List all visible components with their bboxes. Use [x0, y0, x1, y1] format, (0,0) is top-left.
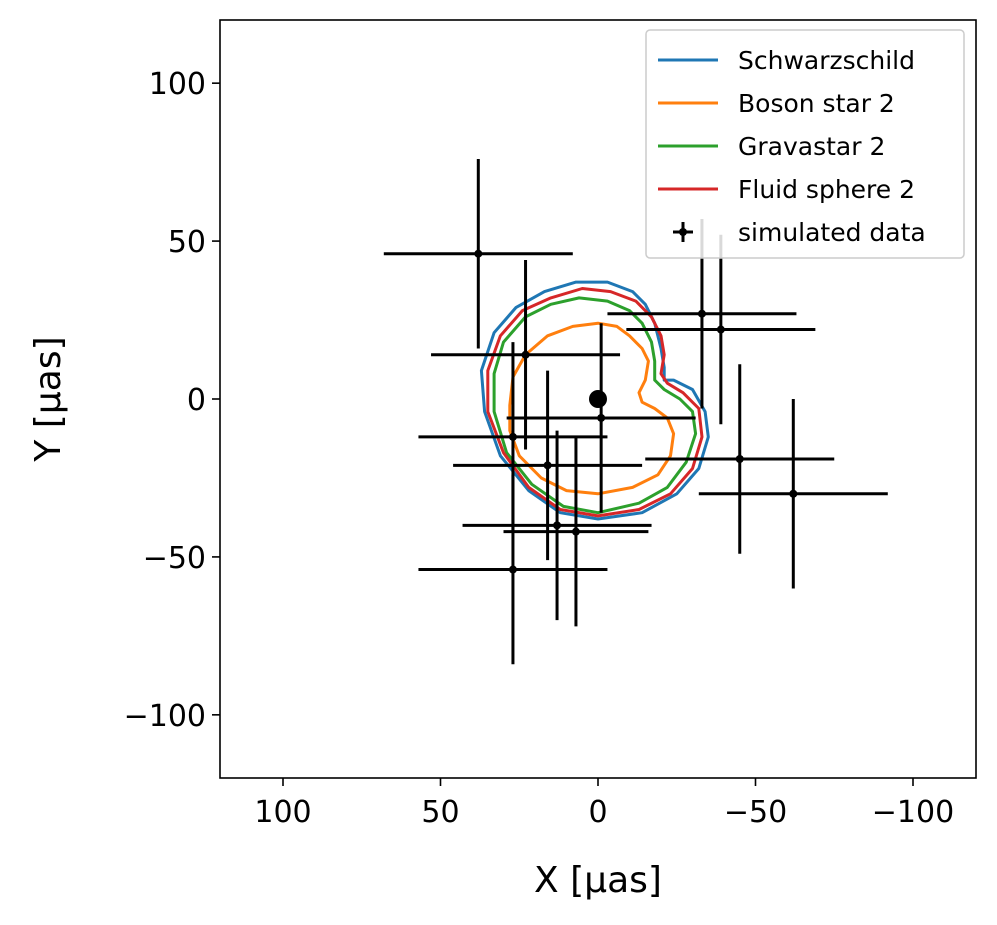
- x-axis-label: X [μas]: [534, 860, 662, 901]
- data-point: [418, 474, 608, 665]
- data-point-marker: [716, 325, 725, 334]
- y-tick-label: −100: [124, 699, 206, 734]
- data-layer: [383, 158, 888, 665]
- data-point: [645, 364, 835, 554]
- legend-label: Boson star 2: [738, 89, 895, 118]
- y-axis-label: Y [μas]: [28, 336, 69, 462]
- x-tick-label: −100: [872, 795, 954, 830]
- contour-layer: [479, 280, 710, 521]
- data-point: [506, 323, 696, 513]
- curve-boson-star-2: [508, 321, 676, 496]
- data-point-marker: [735, 455, 744, 464]
- data-point: [698, 399, 888, 589]
- curve-schwarzschild: [479, 280, 710, 521]
- x-tick-label: 0: [588, 795, 607, 830]
- data-point-marker: [508, 432, 517, 441]
- legend-label: simulated data: [738, 218, 926, 247]
- legend: Schwarzschild Boson star 2 Gravastar 2 Flui…: [645, 29, 965, 259]
- legend-label: Fluid sphere 2: [738, 175, 915, 204]
- legend-label: Schwarzschild: [738, 46, 915, 75]
- data-point: [383, 158, 573, 349]
- curve-fluid-sphere-2: [486, 287, 704, 518]
- legend-item: Boson star 2: [658, 89, 895, 118]
- x-tick-label: 50: [421, 795, 459, 830]
- y-tick-label: 0: [187, 383, 206, 418]
- data-point-marker: [571, 527, 580, 536]
- data-point: [453, 370, 643, 561]
- data-point: [503, 436, 649, 627]
- y-tick-label: 50: [168, 225, 206, 260]
- data-point-marker: [789, 489, 798, 498]
- data-point-marker: [474, 249, 483, 258]
- data-point: [462, 430, 652, 621]
- legend-item: Gravastar 2: [658, 132, 885, 161]
- legend-swatch: [679, 228, 687, 236]
- y-tick-label: 100: [149, 67, 206, 102]
- curve-gravastar-2: [492, 296, 698, 515]
- legend-item: simulated data: [673, 218, 926, 247]
- data-point-marker: [697, 309, 706, 318]
- ticks-layer: 100 50 0 −50 −100 100 50 0 −50 −100: [124, 67, 955, 830]
- legend-item: Schwarzschild: [658, 46, 915, 75]
- data-point-marker: [597, 413, 606, 422]
- y-tick-label: −50: [143, 541, 206, 576]
- data-point-marker: [508, 565, 517, 574]
- data-point-marker: [543, 461, 552, 470]
- data-point-marker: [553, 521, 562, 530]
- legend-box: [645, 29, 965, 259]
- x-tick-label: 100: [254, 795, 311, 830]
- center-marker: [589, 390, 607, 408]
- legend-label: Gravastar 2: [738, 132, 885, 161]
- legend-item: Fluid sphere 2: [658, 175, 915, 204]
- x-tick-label: −50: [724, 795, 787, 830]
- data-point: [626, 234, 816, 425]
- data-point-marker: [521, 350, 530, 359]
